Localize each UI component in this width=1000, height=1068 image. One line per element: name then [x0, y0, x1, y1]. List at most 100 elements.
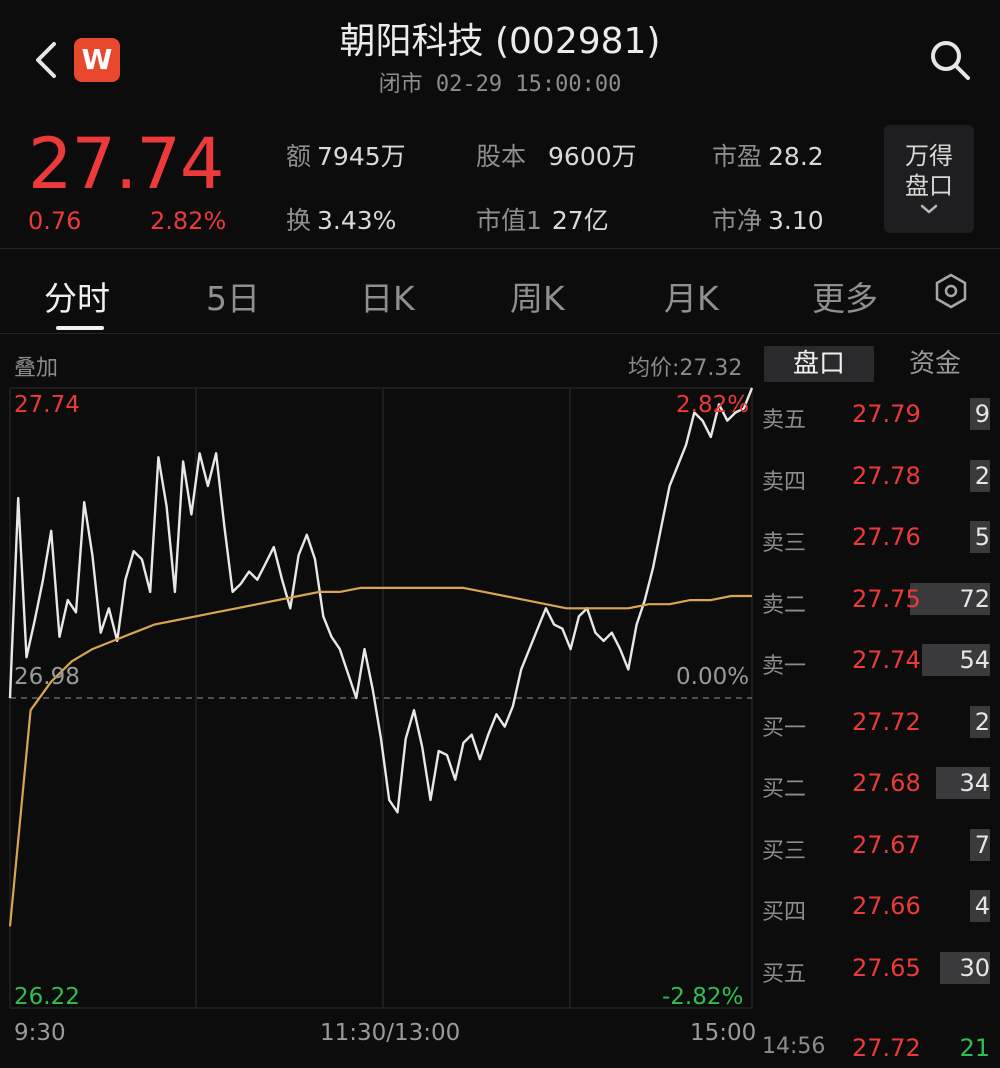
chevron-down-icon — [920, 204, 938, 214]
stat-pb: 市净 3.10 — [712, 201, 824, 237]
stat-amount-value: 7945万 — [317, 142, 406, 171]
orderbook-price: 27.68 — [852, 769, 921, 797]
orderbook-volume: 54 — [959, 646, 990, 674]
quote-panel: 27.74 0.76 2.82% 额 7945万 换 3.43% 股本 9600万 市… — [0, 115, 1000, 245]
tab-weekly-k[interactable]: 周K — [510, 279, 565, 318]
tab-5day[interactable]: 5日 — [206, 279, 260, 318]
overlay-button[interactable]: 叠加 — [14, 356, 59, 381]
tab-more[interactable]: 更多 — [812, 279, 878, 318]
tab-daily-k[interactable]: 日K — [360, 279, 415, 318]
orderbook-price: 27.66 — [852, 892, 921, 920]
last-trade-volume: 21 — [959, 1034, 990, 1062]
x-axis-label-start: 9:30 — [14, 1020, 66, 1046]
orderbook-level-label: 买五 — [762, 961, 807, 987]
back-arrow-icon[interactable] — [28, 38, 62, 82]
orderbook-level-label: 卖一 — [762, 654, 807, 679]
volume-bar — [922, 644, 990, 676]
stat-amount-label: 额 — [286, 142, 312, 171]
orderbook-row[interactable]: 买三 27.67 7 — [760, 819, 1000, 875]
orderbook-level-label: 买一 — [762, 715, 807, 741]
orderbook-level-label: 卖二 — [762, 592, 807, 618]
orderbook-row[interactable]: 买二 27.68 34 — [760, 757, 1000, 813]
intraday-chart — [8, 387, 754, 1009]
orderbook-level-label: 卖四 — [762, 469, 807, 495]
tab-monthly-k[interactable]: 月K — [664, 279, 719, 318]
stat-mktcap: 市值1 27亿 — [476, 201, 609, 237]
last-trade-time: 14:56 — [762, 1034, 826, 1059]
wind-pankou-button[interactable]: 万得 盘口 — [884, 125, 974, 233]
price-change-percent: 2.82% — [150, 207, 227, 235]
orderbook-row[interactable]: 卖五 27.79 9 — [760, 388, 1000, 444]
orderbook-price: 27.78 — [852, 461, 921, 490]
period-tabs: 分时 5日 日K 周K 月K 更多 — [0, 250, 1000, 332]
orderbook-row[interactable]: 卖三 27.76 5 — [760, 511, 1000, 567]
x-axis-label-end: 15:00 — [690, 1020, 757, 1046]
y-axis-bottom-label: 26.22 — [14, 984, 80, 1010]
orderbook-price: 27.67 — [852, 830, 921, 859]
volume-bar — [970, 459, 990, 492]
orderbook-volume: 5 — [974, 523, 990, 551]
pankou-line1: 万得 — [905, 142, 953, 170]
volume-bar — [970, 521, 990, 553]
orderbook-row[interactable]: 卖一 27.74 54 — [760, 634, 1000, 690]
stat-turnover-label: 换 — [286, 206, 312, 235]
last-trade-price: 27.72 — [852, 1034, 921, 1062]
stat-pe: 市盈 28.2 — [712, 137, 824, 173]
pankou-line2: 盘口 — [905, 172, 953, 200]
divider — [0, 248, 1000, 249]
chart-grid — [9, 387, 753, 1009]
volume-bar — [936, 767, 990, 799]
orderbook-price: 27.76 — [852, 523, 921, 551]
volume-bar — [970, 398, 990, 430]
orderbook-row[interactable]: 买四 27.66 4 — [760, 880, 1000, 936]
orderbook-row[interactable]: 买一 27.72 2 — [760, 696, 1000, 752]
orderbook-volume: 4 — [974, 892, 990, 920]
orderbook-volume: 2 — [974, 461, 990, 490]
orderbook-volume: 2 — [974, 707, 990, 736]
orderbook-price: 27.72 — [852, 707, 921, 736]
orderbook-row[interactable]: 买五 27.65 30 — [760, 942, 1000, 998]
price-line — [8, 387, 754, 814]
last-trade-row: 14:56 27.72 21 — [760, 1034, 1000, 1068]
settings-icon[interactable] — [932, 272, 970, 310]
chart-lines — [8, 387, 754, 927]
orderbook-price: 27.65 — [852, 953, 921, 982]
tab-funds[interactable]: 资金 — [908, 349, 961, 379]
stat-equity-value: 9600万 — [548, 142, 637, 171]
pct-axis-mid-label: 0.00% — [676, 664, 750, 690]
orderbook-row[interactable]: 卖二 27.75 72 — [760, 573, 1000, 629]
orderbook-tabs: 盘口 资金 — [764, 346, 990, 384]
tab-pankou[interactable]: 盘口 — [764, 346, 874, 382]
y-axis-mid-label: 26.98 — [14, 664, 80, 690]
orderbook-price: 27.74 — [852, 646, 921, 674]
orderbook-volume: 72 — [959, 584, 990, 613]
volume-bar — [939, 951, 990, 984]
stat-pe-value: 28.2 — [768, 142, 824, 171]
stat-mktcap-value: 27亿 — [551, 206, 609, 235]
volume-bar — [970, 828, 990, 861]
market-status: 闭市 02-29 15:00:00 — [378, 72, 622, 97]
stat-equity-label: 股本 — [476, 142, 527, 171]
stat-turnover: 换 3.43% — [286, 201, 396, 237]
search-icon[interactable] — [926, 36, 974, 84]
y-axis-top-label: 27.74 — [14, 392, 80, 418]
stat-pb-label: 市净 — [712, 206, 763, 235]
stat-amount: 额 7945万 — [286, 137, 406, 173]
orderbook-volume: 9 — [974, 400, 990, 428]
pct-axis-bottom-label: -2.82% — [662, 984, 744, 1010]
wind-logo-icon[interactable]: W — [74, 38, 120, 82]
last-price: 27.74 — [28, 123, 224, 205]
orderbook-level-label: 买四 — [762, 900, 807, 925]
tab-intraday[interactable]: 分时 — [44, 279, 110, 318]
orderbook-level-label: 买三 — [762, 838, 807, 864]
orderbook-row[interactable]: 卖四 27.78 2 — [760, 450, 1000, 506]
avg-price-line — [8, 586, 752, 927]
pct-axis-top-label: 2.82% — [676, 392, 750, 418]
price-change: 0.76 — [28, 207, 82, 235]
orderbook-volume: 34 — [959, 769, 990, 797]
orderbook-price: 27.79 — [852, 400, 921, 428]
stock-title: 朝阳科技 (002981) — [339, 21, 661, 62]
orderbook-volume: 30 — [959, 953, 990, 982]
stat-pe-label: 市盈 — [712, 142, 763, 171]
volume-bar — [970, 890, 990, 922]
